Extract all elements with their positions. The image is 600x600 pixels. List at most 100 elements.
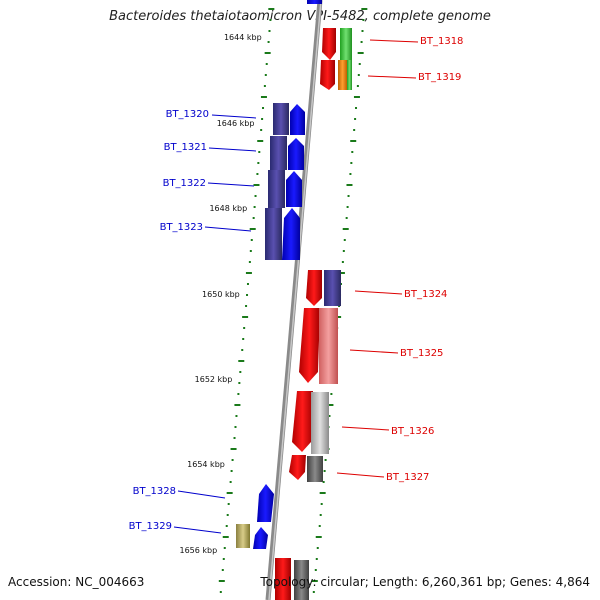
tick-mark-outer	[346, 184, 353, 186]
gene-label[interactable]: BT_1327	[386, 472, 429, 483]
tick-mark-inner	[225, 525, 228, 527]
tick-mark-outer	[356, 85, 359, 87]
tick-mark-inner	[226, 492, 233, 494]
tick-mark-outer	[355, 107, 358, 109]
gene-bt1321[interactable]	[288, 138, 304, 170]
tick-mark-inner	[254, 195, 257, 197]
tick-mark-outer	[315, 536, 322, 538]
tick-mark-inner	[246, 294, 249, 296]
gene-partial-bottom-red[interactable]	[275, 558, 291, 600]
tick-mark-outer	[357, 52, 364, 54]
tick-mark-outer	[335, 316, 342, 318]
gene-label[interactable]: BT_1318	[420, 36, 463, 47]
genome-backbone-highlight	[268, 0, 322, 600]
tick-mark-outer	[323, 470, 326, 472]
tick-mark-inner	[233, 437, 236, 439]
tick-mark-inner	[222, 558, 225, 560]
gene-label[interactable]: BT_1328	[133, 486, 176, 497]
tick-mark-inner	[218, 580, 225, 582]
tick-mark-outer	[320, 503, 323, 505]
gene-bt1324[interactable]	[306, 270, 322, 306]
gene-bt1323-sim[interactable]	[265, 208, 282, 260]
topology-label: Topology: circular; Length: 6,260,361 bp…	[260, 575, 590, 589]
tick-mark-inner	[234, 426, 237, 428]
gene-label[interactable]: BT_1326	[391, 426, 434, 437]
tick-mark-outer	[330, 393, 333, 395]
tick-mark-inner	[238, 360, 245, 362]
gene-bt1326-sim[interactable]	[311, 392, 329, 454]
gene-bt1319-cds[interactable]	[320, 60, 335, 90]
tick-mark-inner	[219, 591, 222, 593]
tick-mark-inner	[237, 393, 240, 395]
gene-partial-top[interactable]	[307, 0, 322, 4]
tick-mark-inner	[269, 19, 272, 21]
gene-partial-bottom-gray[interactable]	[294, 560, 309, 600]
gene-bt1322-sim[interactable]	[268, 170, 285, 208]
gene-bt1329-sim[interactable]	[236, 524, 250, 548]
tick-mark-outer	[322, 481, 325, 483]
gene-bt1324-sim[interactable]	[324, 270, 341, 306]
gene-bt1320[interactable]	[290, 104, 305, 135]
tick-mark-inner	[260, 96, 267, 98]
kbp-label: 1650 kbp	[202, 290, 240, 299]
tick-mark-outer	[328, 415, 331, 417]
kbp-labels: 1644 kbp 1646 kbp 1648 kbp 1650 kbp 1652 kbp…	[180, 33, 262, 555]
tick-mark-inner	[242, 338, 245, 340]
tick-mark-inner	[243, 327, 246, 329]
tick-mark-inner	[221, 569, 224, 571]
gene-bt1327[interactable]	[289, 455, 306, 480]
tick-mark-inner	[238, 382, 241, 384]
tick-mark-inner	[265, 63, 268, 65]
tick-mark-inner	[253, 206, 256, 208]
gene-bt1320-sim[interactable]	[273, 103, 289, 135]
tick-mark-outer	[319, 492, 326, 494]
tick-mark-outer	[311, 580, 318, 582]
tick-mark-outer	[354, 118, 357, 120]
gene-label[interactable]: BT_1325	[400, 348, 443, 359]
kbp-label: 1652 kbp	[195, 375, 233, 384]
tick-mark-outer	[357, 74, 360, 76]
gene-label[interactable]: BT_1324	[404, 289, 447, 300]
tick-mark-outer	[338, 272, 345, 274]
gene-bt1319-rna-a[interactable]	[338, 60, 347, 90]
gene-label[interactable]: BT_1321	[164, 142, 207, 153]
kbp-label: 1648 kbp	[209, 204, 247, 213]
gene-bt1326[interactable]	[292, 391, 313, 452]
tick-mark-outer	[351, 151, 354, 153]
tick-mark-inner	[248, 261, 251, 263]
gene-bt1322[interactable]	[286, 171, 302, 207]
gene-bt1321-sim[interactable]	[270, 136, 287, 170]
tick-mark-outer	[349, 173, 352, 175]
gene-label[interactable]: BT_1329	[129, 521, 172, 532]
gene-label[interactable]: BT_1319	[418, 72, 461, 83]
tick-mark-inner	[264, 52, 271, 54]
gene-label[interactable]: BT_1320	[166, 109, 209, 120]
gene-bt1328[interactable]	[257, 484, 274, 522]
gene-bt1319-rna-b[interactable]	[347, 60, 352, 90]
tick-rings	[218, 8, 368, 593]
tick-mark-inner	[235, 415, 238, 417]
tick-mark-inner	[242, 316, 249, 318]
gene-label[interactable]: BT_1323	[160, 222, 203, 233]
tick-mark-inner	[230, 470, 233, 472]
gene-bt1325[interactable]	[299, 308, 320, 383]
tick-mark-inner	[261, 118, 264, 120]
tick-mark-outer	[312, 591, 315, 593]
gene-bt1329[interactable]	[253, 527, 268, 549]
tick-mark-inner	[249, 250, 252, 252]
tick-mark-inner	[264, 74, 267, 76]
label-leaders	[173, 39, 419, 534]
tick-mark-outer	[353, 129, 356, 131]
gene-bt1323[interactable]	[282, 208, 300, 260]
gene-bt1325-sim[interactable]	[319, 308, 338, 384]
tick-mark-inner	[231, 459, 234, 461]
tick-mark-inner	[222, 536, 229, 538]
tick-mark-inner	[256, 173, 259, 175]
gene-bt1327-sim[interactable]	[307, 456, 323, 482]
gene-label[interactable]: BT_1322	[163, 178, 206, 189]
tick-mark-outer	[319, 514, 322, 516]
gene-bt1318-cds[interactable]	[322, 28, 336, 60]
gene-bt1318-rna[interactable]	[340, 28, 352, 60]
tick-mark-inner	[257, 140, 264, 142]
